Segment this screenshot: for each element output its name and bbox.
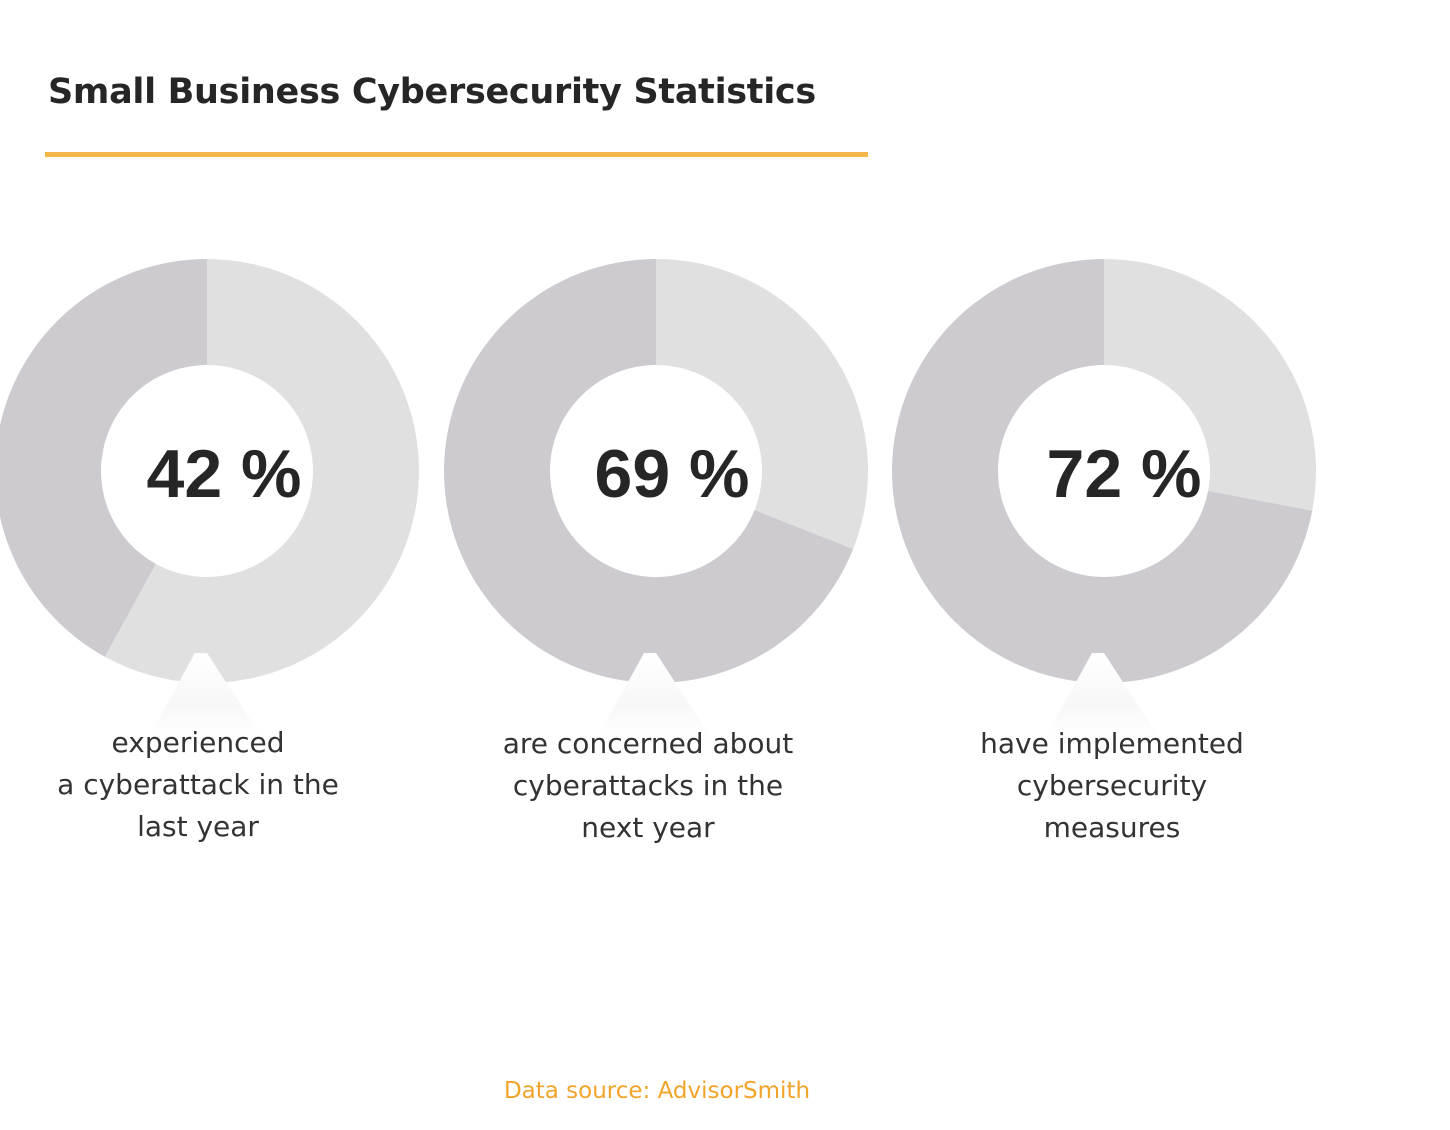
- chart-title: Small Business Cybersecurity Statistics: [48, 72, 816, 112]
- caption-line: have implemented: [980, 727, 1244, 760]
- caption-pointer: [141, 653, 271, 751]
- caption-line: experienced: [111, 726, 285, 759]
- donut-remainder-segment: [104, 259, 419, 683]
- stat-value-1: 42 %: [146, 436, 302, 512]
- stat-caption-2: are concerned about cyberattacks in the …: [478, 723, 818, 849]
- donut-value-segment: [892, 259, 1313, 684]
- caption-line: last year: [137, 810, 259, 843]
- donut-value-segment: [0, 259, 207, 657]
- caption-pointer: [1038, 653, 1168, 751]
- title-underline: [45, 152, 868, 157]
- caption-pointer: [590, 653, 720, 751]
- data-source-note: Data source: AdvisorSmith: [503, 1078, 811, 1104]
- stat-caption-1: experienced a cyberattack in the last ye…: [28, 722, 368, 848]
- donut-remainder-segment: [1104, 259, 1316, 511]
- caption-line: are concerned about: [502, 727, 794, 760]
- caption-line: measures: [1043, 811, 1181, 844]
- donut-value-segment: [444, 259, 854, 684]
- caption-line: cybersecurity: [1016, 769, 1208, 802]
- donut-3: [892, 259, 1316, 751]
- caption-line: next year: [581, 811, 715, 844]
- stat-value-3: 72 %: [1046, 436, 1202, 512]
- donut-1: [0, 259, 419, 751]
- stat-value-2: 69 %: [594, 436, 750, 512]
- caption-line: a cyberattack in the: [57, 768, 339, 801]
- donut-2: [444, 259, 868, 751]
- caption-line: cyberattacks in the: [512, 769, 784, 802]
- stat-caption-3: have implemented cybersecurity measures: [942, 723, 1282, 849]
- donut-remainder-segment: [656, 259, 868, 550]
